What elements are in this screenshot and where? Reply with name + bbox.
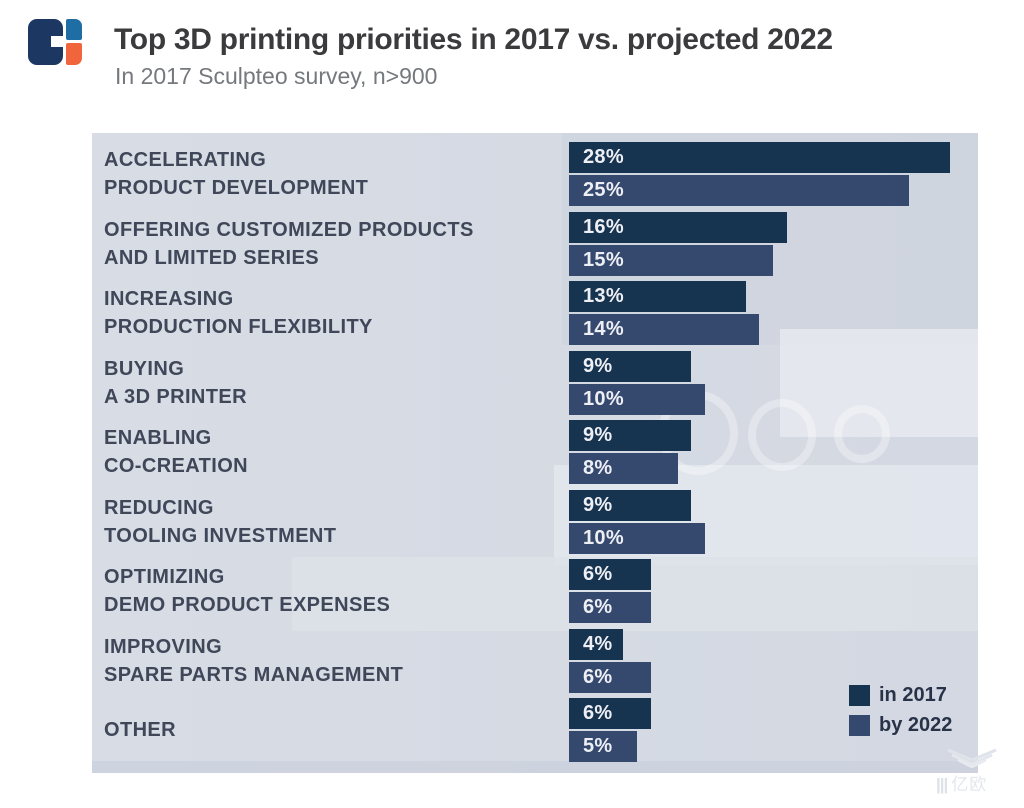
- bar-pair: 28% 25%: [569, 142, 950, 206]
- bar-chart: ACCELERATING PRODUCT DEVELOPMENT 28% 25% OFF…: [92, 133, 978, 773]
- chart-row: REDUCING TOOLING INVESTMENT 9% 10%: [92, 489, 978, 554]
- watermark-bars: |||: [936, 775, 948, 794]
- bar-2022: 5%: [569, 731, 637, 762]
- legend-label: by 2022: [879, 714, 953, 736]
- watermark: ||| 亿欧: [936, 746, 1022, 795]
- bar-2017: 16%: [569, 211, 787, 243]
- logo-blue-block: [66, 19, 82, 40]
- bar-2022: 6%: [569, 661, 651, 693]
- wing-chevrons-icon: [947, 748, 997, 768]
- chart-row: IMPROVING SPARE PARTS MANAGEMENT 4% 6%: [92, 628, 978, 693]
- chart-row: ACCELERATING PRODUCT DEVELOPMENT 28% 25%: [92, 142, 978, 206]
- watermark-text: ||| 亿欧: [936, 770, 1022, 795]
- bar-value: 10%: [583, 526, 624, 549]
- category-label: OTHER: [104, 719, 176, 741]
- chart-row: OTHER 6% 5%: [92, 698, 978, 762]
- bar-pair: 9% 8%: [569, 420, 691, 484]
- bar-value: 6%: [583, 702, 613, 724]
- chart-row: INCREASING PRODUCTION FLEXIBILITY 13% 14%: [92, 281, 978, 345]
- bar-2017: 9%: [569, 489, 691, 521]
- bar-2017: 9%: [569, 350, 691, 382]
- bar-value: 6%: [583, 596, 613, 618]
- bar-2017: 13%: [569, 281, 746, 312]
- category-label: OPTIMIZING DEMO PRODUCT EXPENSES: [104, 566, 391, 616]
- category-label: INCREASING PRODUCTION FLEXIBILITY: [104, 288, 373, 338]
- bar-pair: 6% 5%: [569, 698, 651, 762]
- page-title: Top 3D printing priorities in 2017 vs. p…: [114, 23, 833, 56]
- bar-pair: 4% 6%: [569, 628, 651, 693]
- bar-value: 8%: [583, 457, 613, 479]
- bar-2022: 6%: [569, 592, 651, 623]
- bar-value: 6%: [583, 563, 613, 585]
- bar-value: 10%: [583, 387, 624, 410]
- brand-logo: [28, 19, 82, 65]
- chart-row: OFFERING CUSTOMIZED PRODUCTS AND LIMITED …: [92, 211, 978, 276]
- bar-value: 28%: [583, 146, 624, 168]
- bar-2017: 6%: [569, 559, 651, 590]
- bar-pair: 6% 6%: [569, 559, 651, 623]
- bar-2022: 25%: [569, 175, 909, 206]
- chart-legend: in 2017 by 2022: [849, 684, 952, 737]
- bar-2022: 15%: [569, 244, 773, 276]
- category-label: IMPROVING SPARE PARTS MANAGEMENT: [104, 635, 404, 686]
- legend-swatch-icon: [849, 715, 870, 736]
- photo-shape: [92, 761, 978, 773]
- bar-2022: 14%: [569, 314, 759, 345]
- bar-2017: 6%: [569, 698, 651, 729]
- bar-value: 25%: [583, 179, 624, 201]
- bar-value: 14%: [583, 318, 624, 340]
- legend-label: in 2017: [879, 684, 947, 706]
- chart-row: BUYING A 3D PRINTER 9% 10%: [92, 350, 978, 415]
- bar-2017: 9%: [569, 420, 691, 451]
- bar-value: 16%: [583, 215, 624, 238]
- category-label: REDUCING TOOLING INVESTMENT: [104, 496, 337, 547]
- category-label: ENABLING CO-CREATION: [104, 427, 249, 477]
- bar-2022: 10%: [569, 383, 705, 415]
- bar-pair: 16% 15%: [569, 211, 787, 276]
- photo-shape: [748, 399, 816, 471]
- logo-orange-block: [66, 43, 82, 65]
- bar-value: 6%: [583, 665, 613, 688]
- bar-value: 13%: [583, 285, 624, 307]
- bar-value: 9%: [583, 493, 613, 516]
- photo-shape: [834, 405, 890, 463]
- bar-value: 9%: [583, 424, 613, 446]
- category-label: BUYING A 3D PRINTER: [104, 357, 247, 408]
- bar-2022: 8%: [569, 453, 678, 484]
- bar-2017: 28%: [569, 142, 950, 173]
- legend-item: by 2022: [849, 714, 952, 737]
- bar-value: 15%: [583, 248, 624, 271]
- bar-value: 4%: [583, 632, 613, 655]
- watermark-label: 亿欧: [951, 775, 988, 794]
- category-label: ACCELERATING PRODUCT DEVELOPMENT: [104, 149, 369, 199]
- chart-row: ENABLING CO-CREATION 9% 8%: [92, 420, 978, 484]
- legend-swatch-icon: [849, 685, 870, 706]
- bar-pair: 9% 10%: [569, 489, 705, 554]
- logo-notch: [51, 36, 64, 47]
- category-label: OFFERING CUSTOMIZED PRODUCTS AND LIMITED …: [104, 218, 474, 269]
- chart-row: OPTIMIZING DEMO PRODUCT EXPENSES 6% 6%: [92, 559, 978, 623]
- bar-2017: 4%: [569, 628, 623, 660]
- bar-2022: 10%: [569, 522, 705, 554]
- chart-rows: ACCELERATING PRODUCT DEVELOPMENT 28% 25% OFF…: [92, 133, 978, 773]
- bar-pair: 9% 10%: [569, 350, 705, 415]
- bar-value: 5%: [583, 735, 613, 757]
- bar-pair: 13% 14%: [569, 281, 759, 345]
- page-subtitle: In 2017 Sculpteo survey, n>900: [115, 63, 438, 89]
- legend-item: in 2017: [849, 684, 952, 707]
- bar-value: 9%: [583, 354, 613, 377]
